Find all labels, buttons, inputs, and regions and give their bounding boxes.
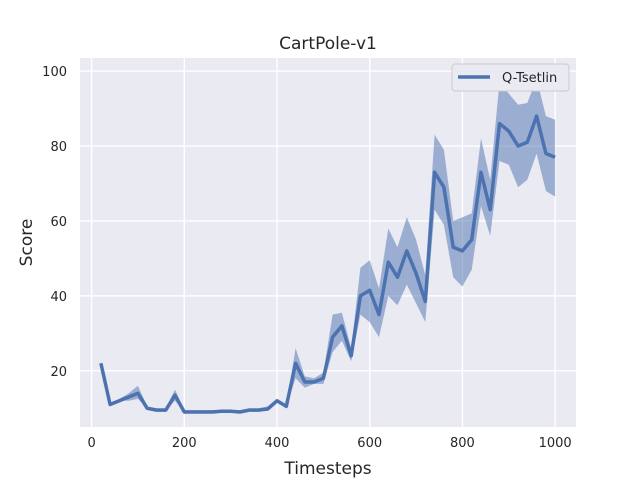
grid (80, 58, 576, 427)
x-axis-label: Timesteps (283, 459, 371, 479)
series-line-q-tsetlin (99, 114, 556, 414)
legend-label-q-tsetlin: Q-Tsetlin (502, 71, 557, 86)
tick-labels: 0 200 400 600 800 1000 20 40 60 80 100 (42, 65, 572, 451)
x-tick-label: 400 (265, 436, 290, 451)
x-tick-label: 800 (450, 436, 475, 451)
y-tick-label: 100 (42, 65, 67, 80)
data-layer (99, 78, 556, 414)
y-tick-label: 80 (50, 140, 67, 155)
confidence-band (100, 78, 556, 412)
x-tick-label: 600 (357, 436, 382, 451)
y-tick-label: 20 (50, 365, 67, 380)
chart-title: CartPole-v1 (279, 34, 377, 54)
x-tick-label: 1000 (539, 436, 572, 451)
legend: Q-Tsetlin (451, 63, 570, 92)
y-tick-label: 60 (50, 215, 67, 230)
y-axis-label: Score (17, 219, 37, 267)
y-tick-label: 40 (50, 290, 67, 305)
legend-box (451, 63, 570, 92)
x-tick-label: 0 (87, 436, 95, 451)
x-tick-label: 200 (172, 436, 197, 451)
